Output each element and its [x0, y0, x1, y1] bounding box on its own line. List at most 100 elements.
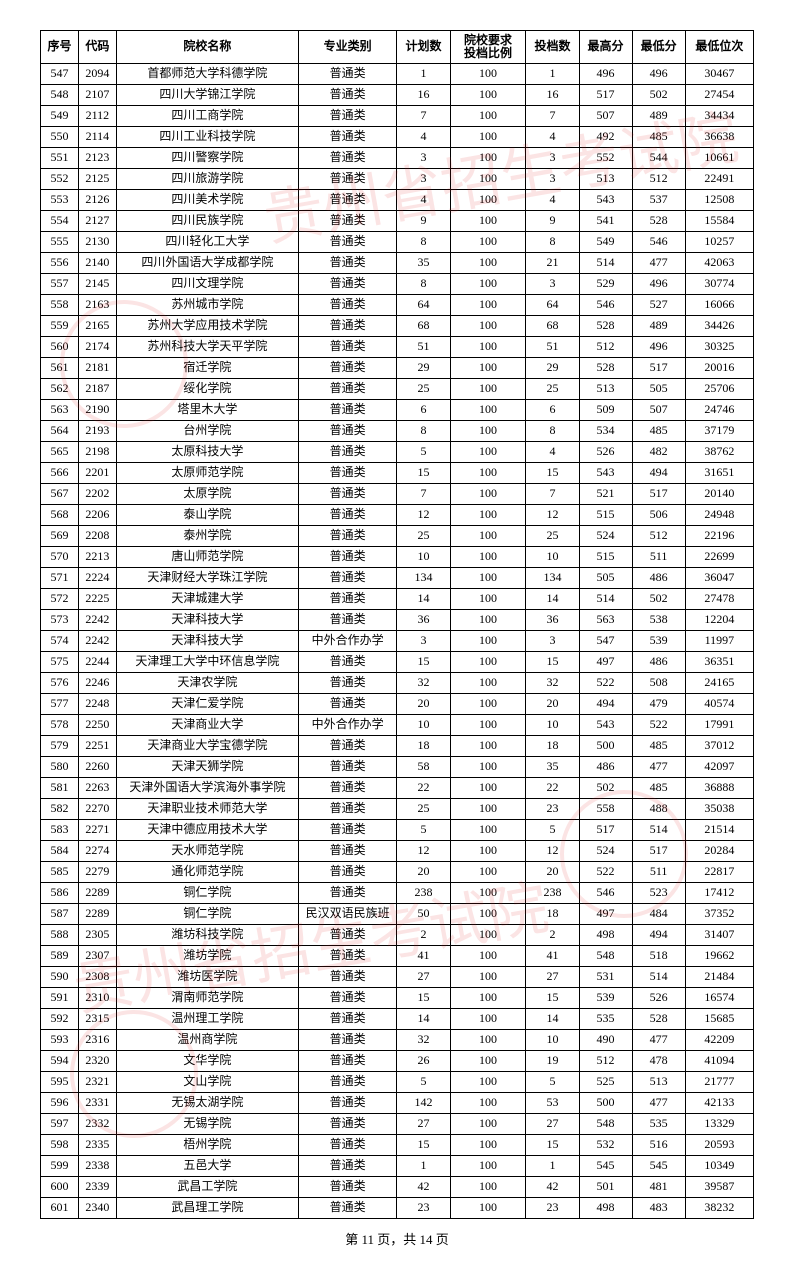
cell: 2094: [78, 64, 116, 85]
cell: 天津外国语大学滨海外事学院: [116, 778, 298, 799]
cell: 51: [397, 337, 450, 358]
cell: 30467: [685, 64, 753, 85]
cell: 575: [41, 652, 79, 673]
cell: 524: [579, 841, 632, 862]
cell: 502: [632, 85, 685, 106]
cell: 15685: [685, 1009, 753, 1030]
cell: 511: [632, 547, 685, 568]
cell: 2270: [78, 799, 116, 820]
cell: 601: [41, 1198, 79, 1219]
cell: 100: [450, 1135, 526, 1156]
cell: 547: [579, 631, 632, 652]
cell: 2263: [78, 778, 116, 799]
cell: 496: [632, 64, 685, 85]
table-row: 5582163苏州城市学院普通类641006454652716066: [41, 295, 754, 316]
cell: 522: [579, 862, 632, 883]
cell: 521: [579, 484, 632, 505]
table-row: 5982335梧州学院普通类151001553251620593: [41, 1135, 754, 1156]
cell: 559: [41, 316, 79, 337]
cell: 577: [41, 694, 79, 715]
cell: 天津科技大学: [116, 631, 298, 652]
col-header: 最高分: [579, 31, 632, 64]
col-header: 计划数: [397, 31, 450, 64]
cell: 507: [579, 106, 632, 127]
cell: 普通类: [298, 484, 397, 505]
cell: 27: [397, 967, 450, 988]
cell: 唐山师范学院: [116, 547, 298, 568]
cell: 36047: [685, 568, 753, 589]
cell: 20: [526, 694, 579, 715]
cell: 100: [450, 400, 526, 421]
cell: 561: [41, 358, 79, 379]
cell: 523: [632, 883, 685, 904]
cell: 501: [579, 1177, 632, 1198]
cell: 1: [397, 64, 450, 85]
cell: 485: [632, 421, 685, 442]
cell: 35: [397, 253, 450, 274]
cell: 7: [397, 106, 450, 127]
cell: 31407: [685, 925, 753, 946]
cell: 505: [632, 379, 685, 400]
cell: 13329: [685, 1114, 753, 1135]
cell: 36638: [685, 127, 753, 148]
cell: 32: [397, 1030, 450, 1051]
cell: 100: [450, 904, 526, 925]
cell: 100: [450, 1072, 526, 1093]
cell: 塔里木大学: [116, 400, 298, 421]
cell: 1: [526, 1156, 579, 1177]
cell: 2320: [78, 1051, 116, 1072]
cell: 普通类: [298, 820, 397, 841]
cell: 567: [41, 484, 79, 505]
table-row: 5852279通化师范学院普通类201002052251122817: [41, 862, 754, 883]
cell: 502: [632, 589, 685, 610]
cell: 477: [632, 757, 685, 778]
cell: 15: [526, 463, 579, 484]
cell: 539: [579, 988, 632, 1009]
cell: 泰州学院: [116, 526, 298, 547]
cell: 12: [526, 841, 579, 862]
table-row: 5832271天津中德应用技术大学普通类5100551751421514: [41, 820, 754, 841]
table-row: 5482107四川大学锦江学院普通类161001651750227454: [41, 85, 754, 106]
cell: 142: [397, 1093, 450, 1114]
table-row: 5822270天津职业技术师范大学普通类251002355848835038: [41, 799, 754, 820]
cell: 100: [450, 106, 526, 127]
cell: 泰山学院: [116, 505, 298, 526]
cell: 27: [526, 967, 579, 988]
cell: 普通类: [298, 400, 397, 421]
cell: 4: [397, 190, 450, 211]
cell: 普通类: [298, 106, 397, 127]
cell: 普通类: [298, 946, 397, 967]
cell: 591: [41, 988, 79, 1009]
cell: 武昌工学院: [116, 1177, 298, 1198]
cell: 四川大学锦江学院: [116, 85, 298, 106]
cell: 3: [526, 274, 579, 295]
cell: 渭南师范学院: [116, 988, 298, 1009]
cell: 天津城建大学: [116, 589, 298, 610]
cell: 517: [632, 841, 685, 862]
cell: 42133: [685, 1093, 753, 1114]
table-row: 5542127四川民族学院普通类9100954152815584: [41, 211, 754, 232]
cell: 578: [41, 715, 79, 736]
table-row: 5772248天津仁爱学院普通类201002049447940574: [41, 694, 754, 715]
cell: 498: [579, 925, 632, 946]
cell: 2181: [78, 358, 116, 379]
cell: 首都师范大学科德学院: [116, 64, 298, 85]
cell: 585: [41, 862, 79, 883]
data-table: 序号代码院校名称专业类别计划数院校要求投档比例投档数最高分最低分最低位次 547…: [40, 30, 754, 1219]
cell: 普通类: [298, 526, 397, 547]
cell: 486: [632, 652, 685, 673]
cell: 2: [526, 925, 579, 946]
cell: 512: [632, 169, 685, 190]
cell: 238: [526, 883, 579, 904]
cell: 100: [450, 127, 526, 148]
cell: 564: [41, 421, 79, 442]
cell: 普通类: [298, 1072, 397, 1093]
cell: 2271: [78, 820, 116, 841]
cell: 22699: [685, 547, 753, 568]
cell: 2246: [78, 673, 116, 694]
cell: 514: [632, 820, 685, 841]
cell: 477: [632, 253, 685, 274]
cell: 五邑大学: [116, 1156, 298, 1177]
cell: 571: [41, 568, 79, 589]
cell: 547: [41, 64, 79, 85]
